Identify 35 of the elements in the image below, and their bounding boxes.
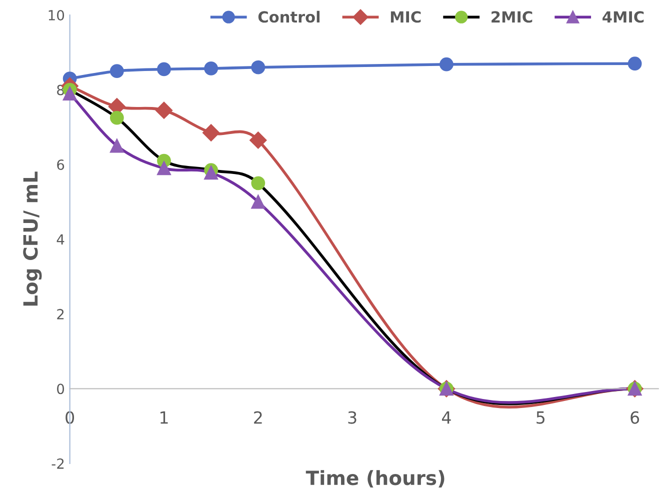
legend-label: MIC	[390, 11, 421, 23]
point	[157, 161, 171, 176]
legend-label: 2MIC	[492, 11, 532, 23]
point	[204, 166, 218, 180]
point	[251, 60, 266, 74]
point	[204, 62, 218, 76]
x-tick-label: 0	[66, 411, 74, 424]
x-tick-label: 3	[348, 411, 356, 424]
point	[155, 102, 173, 119]
x-tick-label: 6	[630, 411, 640, 424]
point	[202, 124, 220, 142]
point	[110, 110, 124, 125]
y-tick-label: -2	[52, 458, 64, 469]
x-tick-label: 4	[442, 411, 451, 424]
point	[157, 62, 171, 76]
point	[251, 176, 266, 190]
y-tick-label: 2	[57, 308, 64, 320]
x-tick-label: 1	[160, 411, 168, 424]
point	[250, 132, 267, 149]
legend-label: Control	[258, 10, 320, 23]
point	[62, 86, 77, 100]
y-tick-label: 6	[57, 159, 64, 170]
y-tick-label: 4	[56, 234, 64, 245]
y-tick-label: 10	[48, 10, 64, 21]
point	[628, 56, 642, 71]
point	[110, 64, 124, 78]
point	[440, 57, 454, 72]
point	[110, 138, 124, 153]
legend-label: 4MIC	[602, 11, 644, 23]
y-axis-title: Log CFU/ mL	[23, 172, 42, 306]
point	[251, 194, 266, 209]
x-axis-title: Time (hours)	[306, 470, 444, 488]
x-tick-label: 5	[536, 411, 544, 424]
x-tick-label: 2	[254, 411, 262, 424]
y-tick-label: 0	[57, 384, 64, 394]
